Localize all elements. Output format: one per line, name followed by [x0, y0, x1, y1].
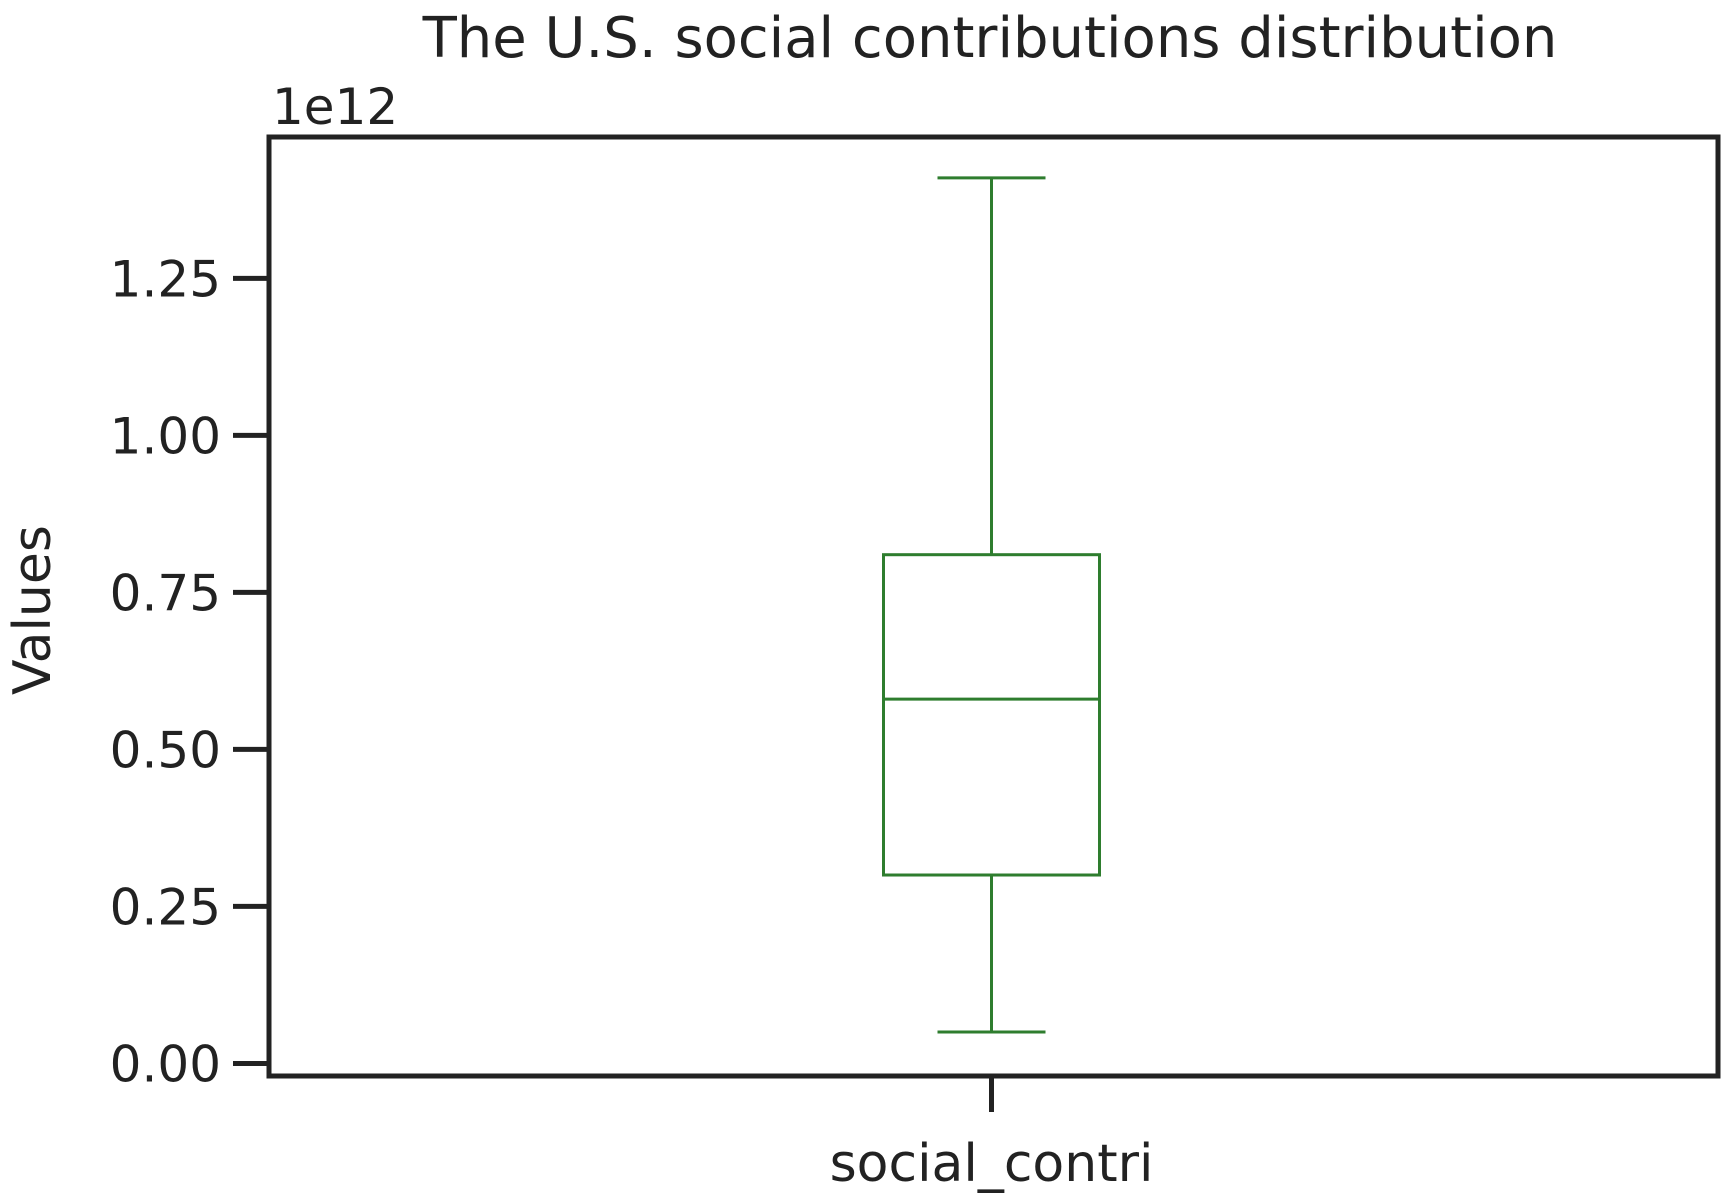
y-tick-label: 1.25: [110, 250, 221, 308]
interquartile-box: [882, 553, 1101, 877]
plot-area-frame: [266, 134, 1721, 1079]
y-tick-label: 0.00: [110, 1035, 221, 1093]
box-series: [882, 176, 1101, 1034]
y-tick-label: 0.25: [110, 878, 221, 936]
y-tick-label: 1.00: [110, 407, 221, 465]
x-axis-ticks: social_contri: [830, 1076, 1154, 1194]
y-tick-label: 0.75: [110, 564, 221, 622]
y-axis-ticks: 0.00 0.25 0.50 0.75 1.00 1.25: [110, 250, 269, 1093]
y-axis-offset-label: 1e12: [272, 78, 398, 136]
chart-title: The U.S. social contributions distributi…: [422, 6, 1558, 71]
box-social_contri: [882, 176, 1101, 1034]
x-tick-label: social_contri: [830, 1134, 1154, 1194]
y-axis-label: Values: [3, 525, 63, 695]
y-tick-label: 0.50: [110, 721, 221, 779]
